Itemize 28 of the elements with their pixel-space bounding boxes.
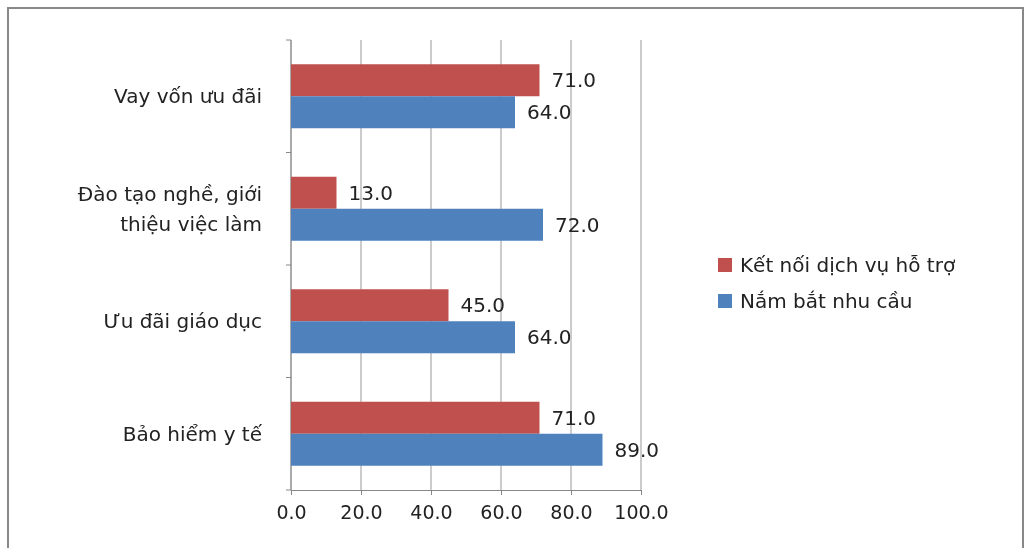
y-tick-label: Ưu đãi giáo dục xyxy=(103,309,262,334)
x-tick-label: 80.0 xyxy=(550,500,593,523)
legend-label: Nắm bắt nhu cầu xyxy=(740,289,913,313)
x-tick-label: 40.0 xyxy=(410,500,453,523)
data-label: 13.0 xyxy=(348,180,394,205)
bar xyxy=(291,176,337,209)
data-label: 72.0 xyxy=(555,212,600,237)
bar xyxy=(291,96,515,129)
y-tick-label: Đào tạo nghề, giới thiệu việc làm xyxy=(77,181,262,236)
x-tick-label: 0.0 xyxy=(276,500,307,523)
data-label: 64.0 xyxy=(527,325,572,350)
x-tick-label: 20.0 xyxy=(340,500,383,523)
bar xyxy=(291,321,515,354)
bar xyxy=(291,289,449,322)
data-label: 71.0 xyxy=(551,405,597,430)
x-tick-label: 100.0 xyxy=(614,500,669,523)
data-label: 64.0 xyxy=(527,100,572,125)
bar xyxy=(291,64,540,97)
bar xyxy=(291,208,543,241)
data-label: 89.0 xyxy=(614,437,660,462)
data-label: 45.0 xyxy=(460,293,506,318)
y-tick-label: Vay vốn ưu đãi xyxy=(114,84,262,109)
x-tick-label: 60.0 xyxy=(480,500,523,523)
legend-label: Kết nối dịch vụ hỗ trợ xyxy=(740,253,956,277)
data-label: 71.0 xyxy=(551,68,597,93)
bar xyxy=(291,401,540,434)
bar xyxy=(291,433,603,466)
y-tick-label: Bảo hiểm y tế xyxy=(122,421,263,446)
